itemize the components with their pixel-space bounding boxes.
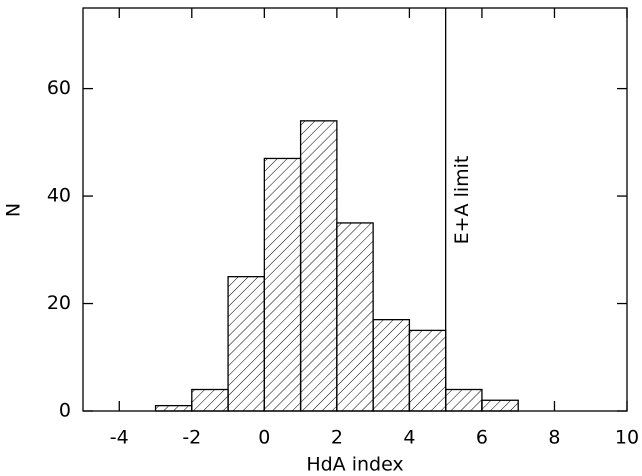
- y-axis-label: N: [3, 203, 25, 217]
- bar: [154, 404, 193, 412]
- y-tick-label: 0: [59, 400, 71, 422]
- y-tick-label: 60: [47, 77, 71, 99]
- bar: [408, 329, 447, 412]
- x-tick-label: 4: [403, 427, 415, 449]
- bar: [299, 120, 338, 412]
- x-tick-label: 0: [258, 427, 270, 449]
- x-tick-label: -4: [110, 427, 129, 449]
- bar: [336, 222, 374, 412]
- bar: [372, 319, 411, 412]
- x-tick-label: 10: [615, 427, 639, 449]
- x-tick-label: 2: [331, 427, 343, 449]
- x-axis-label: HdA index: [306, 454, 403, 476]
- x-tick-label: 6: [476, 427, 488, 449]
- y-tick-label: 20: [47, 292, 71, 314]
- annotation: E+A limit: [451, 156, 473, 245]
- y-tick-label: 40: [47, 185, 71, 207]
- x-tick-label: 8: [548, 427, 560, 449]
- bar: [191, 388, 229, 412]
- x-tick-label: -2: [182, 427, 201, 449]
- bar: [227, 276, 265, 412]
- bar: [481, 399, 519, 412]
- bar: [263, 157, 302, 412]
- bar: [445, 388, 483, 412]
